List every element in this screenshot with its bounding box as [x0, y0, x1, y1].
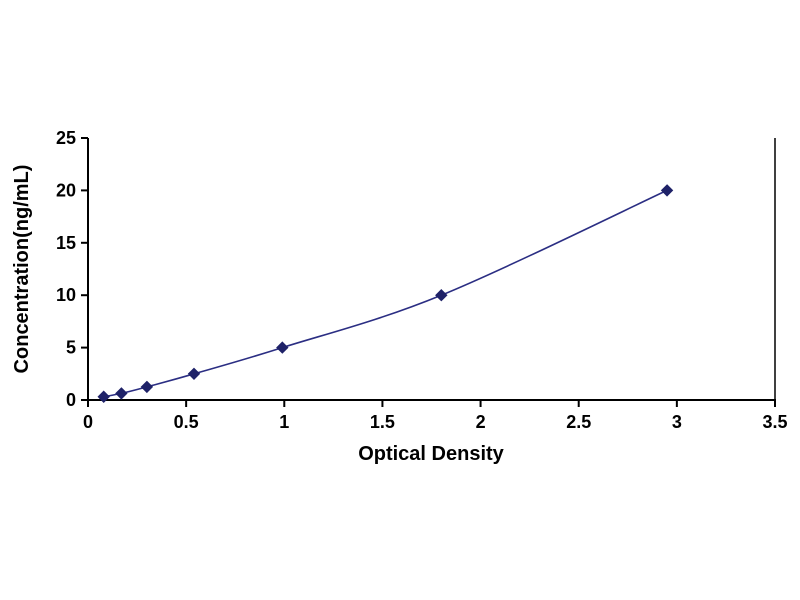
- y-tick-label: 0: [66, 390, 76, 410]
- axes: [87, 138, 776, 401]
- axis-tick-labels: 0 0.5 1 1.5 2 2.5 3 3.5 0 5 10 15 20 25: [56, 128, 788, 432]
- x-tick-label: 3: [672, 412, 682, 432]
- data-point-marker: [660, 184, 674, 197]
- x-tick-label: 2: [476, 412, 486, 432]
- x-tick-label: 0.5: [174, 412, 199, 432]
- y-tick-label: 25: [56, 128, 76, 148]
- y-tick-label: 20: [56, 180, 76, 200]
- y-tick-label: 15: [56, 233, 76, 253]
- x-tick-label: 0: [83, 412, 93, 432]
- data-point-marker: [115, 387, 128, 400]
- y-tick-label: 10: [56, 285, 76, 305]
- data-point-marker: [276, 341, 289, 354]
- x-tick-label: 1: [279, 412, 289, 432]
- data-point-marker: [435, 288, 448, 302]
- data-series: [97, 184, 674, 403]
- data-point-marker: [140, 380, 154, 394]
- y-axis-title: Concentration(ng/mL): [11, 165, 33, 374]
- data-point-marker: [97, 390, 110, 403]
- x-tick-label: 2.5: [566, 412, 591, 432]
- y-tick-label: 5: [66, 338, 76, 358]
- x-tick-label: 1.5: [370, 412, 395, 432]
- data-point-marker: [187, 367, 201, 381]
- x-axis-title: Optical Density: [358, 443, 504, 465]
- x-tick-label: 3.5: [762, 412, 787, 432]
- axis-ticks: [81, 137, 776, 407]
- curve-line: [103, 189, 668, 398]
